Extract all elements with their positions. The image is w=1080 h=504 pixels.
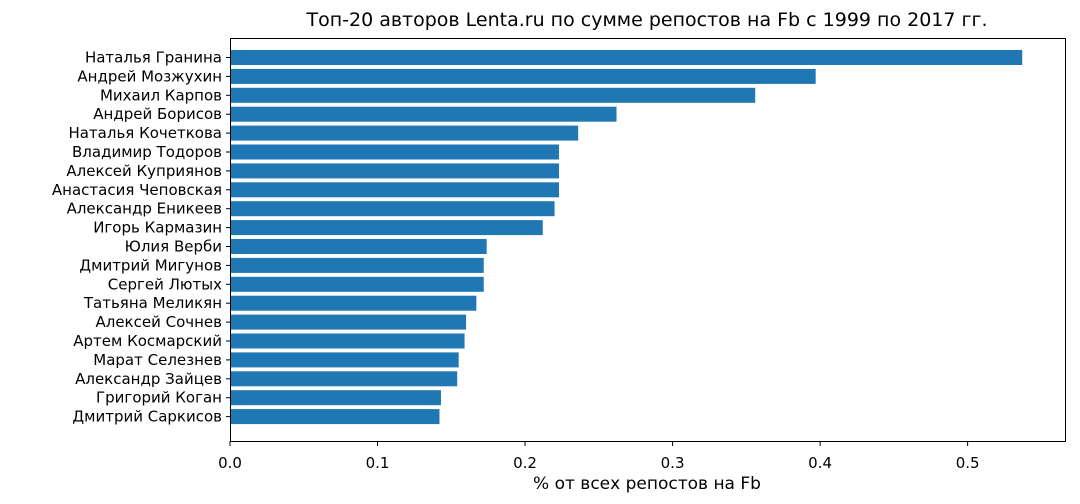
bar (230, 409, 440, 425)
bar (230, 352, 459, 368)
category-label: Григорий Коган (96, 389, 222, 407)
bar (230, 182, 559, 198)
bar (230, 201, 555, 217)
bar (230, 220, 543, 236)
bar (230, 106, 617, 122)
x-tick-label: 0.5 (956, 454, 980, 472)
category-label: Алексей Сочнев (95, 313, 222, 331)
category-label: Сергей Лютых (108, 275, 222, 293)
x-ticks-group: 0.0 0.1 0.2 0.3 0.4 0.5 (218, 441, 980, 472)
bar (230, 50, 1023, 65)
bar (230, 163, 559, 179)
category-label: Александр Еникеев (67, 200, 222, 218)
category-label: Артем Космарский (73, 332, 222, 350)
category-label: Наталья Гранина (85, 49, 222, 67)
x-tick-label: 0.0 (218, 454, 242, 472)
bar (230, 276, 484, 292)
bar (230, 125, 579, 141)
category-label: Анастасия Чеповская (52, 181, 222, 199)
category-label: Андрей Мозжухин (77, 67, 222, 85)
bar (230, 68, 816, 84)
category-label: Дмитрий Мигунов (79, 256, 222, 274)
x-tick-label: 0.2 (513, 454, 537, 472)
category-label: Александр Зайцев (75, 370, 222, 388)
bar (230, 144, 559, 160)
x-tick-label: 0.1 (366, 454, 390, 472)
category-label: Марат Селезнев (93, 351, 222, 369)
category-label: Юлия Верби (125, 238, 222, 256)
category-label: Алексей Куприянов (66, 162, 222, 180)
x-axis-label: % от всех репостов на Fb (533, 474, 761, 494)
bar (230, 333, 465, 349)
x-tick-label: 0.4 (808, 454, 832, 472)
bar (230, 371, 458, 387)
category-label: Татьяна Меликян (83, 294, 222, 312)
bar (230, 390, 441, 406)
plot-frame (230, 38, 1066, 442)
bar (230, 257, 484, 273)
category-label: Андрей Борисов (93, 105, 222, 123)
bars-group (230, 50, 1023, 425)
bar (230, 87, 756, 103)
x-tick-label: 0.3 (661, 454, 685, 472)
bar (230, 239, 487, 254)
category-label: Дмитрий Саркисов (72, 408, 222, 426)
category-label: Наталья Кочеткова (68, 124, 222, 142)
category-label: Игорь Кармазин (93, 219, 222, 237)
bar (230, 295, 477, 311)
category-label: Владимир Тодоров (72, 143, 222, 161)
bar (230, 314, 467, 330)
category-label: Михаил Карпов (100, 86, 222, 104)
chart-title: Топ-20 авторов Lenta.ru по сумме репосто… (305, 9, 987, 31)
